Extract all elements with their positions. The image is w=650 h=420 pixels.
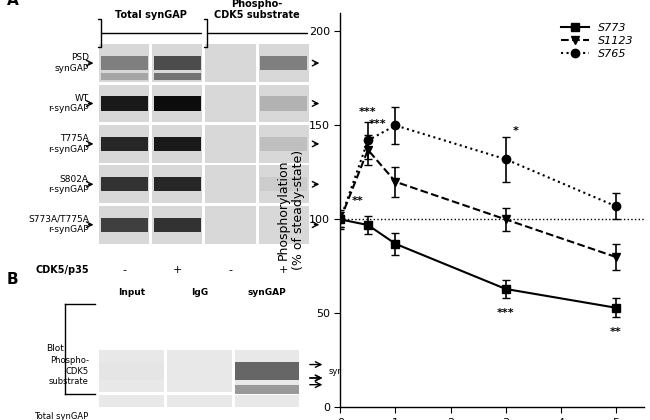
Bar [101, 56, 148, 70]
Text: S773A/T775A
r-synGAP: S773A/T775A r-synGAP [28, 215, 89, 234]
Text: PSD
synGAP: PSD synGAP [55, 53, 89, 73]
Bar [167, 350, 232, 392]
Text: WT
r-synGAP: WT r-synGAP [48, 94, 89, 113]
Text: Total synGAP: Total synGAP [34, 412, 89, 420]
Text: **: ** [352, 196, 364, 206]
Bar [99, 350, 164, 392]
Text: C: C [301, 0, 312, 1]
Text: Total synGAP: Total synGAP [115, 10, 187, 20]
Text: -: - [122, 265, 126, 275]
Bar [235, 407, 300, 420]
Text: ***: *** [497, 308, 515, 318]
Bar [235, 362, 300, 380]
Bar [99, 395, 164, 420]
Text: synGAP: synGAP [328, 367, 360, 376]
Text: CDK5/p35: CDK5/p35 [35, 265, 89, 275]
Bar [154, 218, 201, 232]
Bar [259, 125, 309, 163]
Text: +: + [279, 265, 288, 275]
Bar [259, 84, 309, 123]
Bar [99, 84, 150, 123]
Bar [205, 206, 255, 244]
Bar [260, 177, 307, 192]
Bar [167, 407, 232, 420]
Bar [205, 165, 255, 203]
Bar [153, 206, 202, 244]
Bar [260, 137, 307, 151]
Bar [154, 97, 201, 110]
Bar [205, 44, 255, 82]
Text: ***: *** [369, 118, 387, 129]
Bar [167, 395, 232, 420]
Text: Phospho-
CDK5
substrate: Phospho- CDK5 substrate [49, 356, 89, 386]
Text: +: + [173, 265, 182, 275]
Text: S802A
r-synGAP: S802A r-synGAP [48, 175, 89, 194]
Bar [99, 206, 150, 244]
Text: A: A [7, 0, 19, 8]
Text: Phospho-
CDK5 substrate: Phospho- CDK5 substrate [214, 0, 300, 20]
Bar [235, 395, 300, 420]
Bar [154, 137, 201, 151]
Text: B: B [7, 272, 19, 287]
Bar [154, 73, 201, 80]
Bar [99, 125, 150, 163]
Bar [154, 56, 201, 70]
Bar [101, 97, 148, 110]
Text: -: - [229, 265, 233, 275]
Legend: S773, S1123, S765: S773, S1123, S765 [557, 18, 638, 64]
Bar [101, 73, 148, 80]
Bar [260, 56, 307, 70]
Bar [153, 165, 202, 203]
Bar [154, 177, 201, 192]
Text: IgG: IgG [191, 288, 208, 297]
Bar [153, 84, 202, 123]
Text: ***: *** [359, 107, 377, 117]
Text: synGAP: synGAP [248, 288, 287, 297]
Bar [259, 165, 309, 203]
Bar [260, 97, 307, 110]
Text: T775A
r-synGAP: T775A r-synGAP [48, 134, 89, 154]
Bar [235, 350, 300, 392]
Bar [99, 407, 164, 420]
Bar [101, 218, 148, 232]
Bar [205, 84, 255, 123]
Bar [153, 44, 202, 82]
Text: Blot: Blot [47, 344, 64, 353]
Bar [99, 44, 150, 82]
Bar [101, 137, 148, 151]
Text: *: * [513, 126, 519, 136]
Y-axis label: Phosphorylation
(% of steady-state): Phosphorylation (% of steady-state) [277, 150, 305, 270]
Bar [153, 125, 202, 163]
Bar [235, 385, 300, 394]
Bar [205, 125, 255, 163]
Bar [99, 362, 164, 380]
Text: Input: Input [118, 288, 146, 297]
Bar [259, 206, 309, 244]
Text: **: ** [610, 327, 622, 337]
Bar [101, 177, 148, 192]
Bar [259, 44, 309, 82]
Bar [99, 165, 150, 203]
